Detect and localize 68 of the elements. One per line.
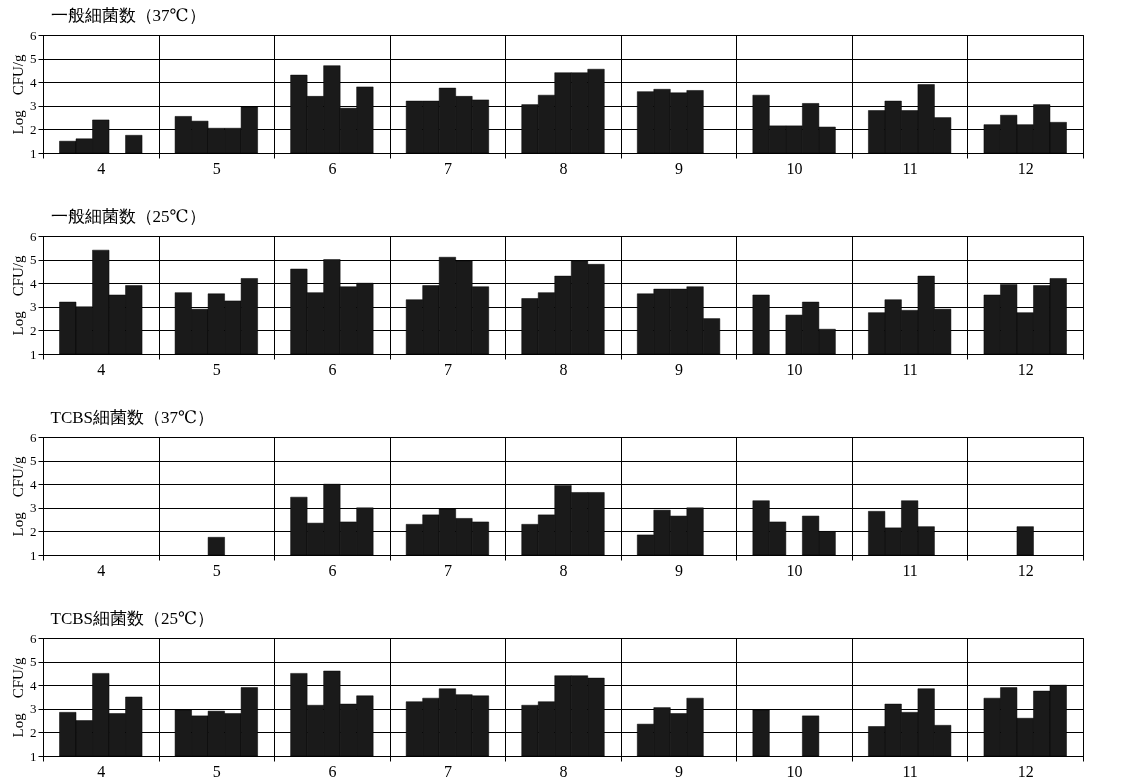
x-tick-label: 8 [559,762,568,778]
y-tick-label: 1 [30,346,37,362]
y-tick-label: 6 [30,429,37,445]
x-tick-label: 7 [443,360,452,378]
y-tick-label: 6 [30,228,37,244]
x-tick-label: 4 [97,360,106,378]
x-tick-label: 4 [97,762,106,778]
y-tick-label: 3 [30,98,37,114]
x-tick-label: 11 [902,561,918,579]
x-tick-label: 9 [675,762,684,778]
y-tick-label: 5 [30,252,37,268]
y-tick-label: 6 [30,27,37,43]
x-tick-label: 10 [786,360,803,378]
y-axis-title: Log CFU/g [10,456,26,537]
x-tick-label: 7 [443,159,452,177]
chart-title: 一般細菌数（37℃） [50,6,206,25]
x-tick-label: 4 [97,561,106,579]
y-tick-label: 4 [30,74,37,90]
x-tick-label: 10 [786,762,803,778]
x-tick-label: 6 [328,561,337,579]
y-tick-label: 1 [30,748,37,764]
x-tick-label: 12 [1017,561,1034,579]
x-tick-label: 8 [559,360,568,378]
y-tick-label: 2 [30,322,37,338]
y-axis-title: Log CFU/g [10,54,26,135]
x-tick-label: 9 [675,561,684,579]
x-tick-label: 9 [675,360,684,378]
y-tick-label: 4 [30,275,37,291]
y-axis-title: Log CFU/g [10,657,26,738]
y-tick-label: 1 [30,547,37,563]
x-tick-label: 12 [1017,159,1034,177]
y-tick-label: 3 [30,701,37,717]
x-tick-label: 5 [212,360,221,378]
y-tick-label: 5 [30,654,37,670]
chart-title: TCBS細菌数（25℃） [50,609,215,628]
x-tick-label: 9 [675,159,684,177]
x-tick-label: 10 [786,159,803,177]
y-tick-label: 5 [30,453,37,469]
y-axis-title: Log CFU/g [10,255,26,336]
y-tick-label: 2 [30,121,37,137]
x-tick-label: 11 [902,159,918,177]
chart-title: 一般細菌数（25℃） [50,207,206,226]
chart-title: TCBS細菌数（37℃） [50,408,215,427]
x-tick-label: 10 [786,561,803,579]
x-tick-label: 12 [1017,360,1034,378]
y-tick-label: 5 [30,51,37,67]
y-tick-label: 3 [30,299,37,315]
x-tick-label: 11 [902,762,918,778]
x-tick-label: 8 [559,159,568,177]
y-tick-label: 1 [30,145,37,161]
x-tick-label: 7 [443,561,452,579]
x-tick-label: 5 [212,159,221,177]
x-tick-label: 5 [212,762,221,778]
x-tick-label: 5 [212,561,221,579]
x-tick-label: 6 [328,159,337,177]
y-tick-label: 3 [30,500,37,516]
x-tick-label: 7 [443,762,452,778]
x-tick-label: 6 [328,360,337,378]
x-tick-label: 8 [559,561,568,579]
y-tick-label: 4 [30,476,37,492]
x-tick-label: 6 [328,762,337,778]
y-tick-label: 2 [30,523,37,539]
x-tick-label: 12 [1017,762,1034,778]
x-tick-label: 11 [902,360,918,378]
y-tick-label: 6 [30,630,37,646]
x-tick-label: 4 [97,159,106,177]
y-tick-label: 4 [30,677,37,693]
y-tick-label: 2 [30,724,37,740]
